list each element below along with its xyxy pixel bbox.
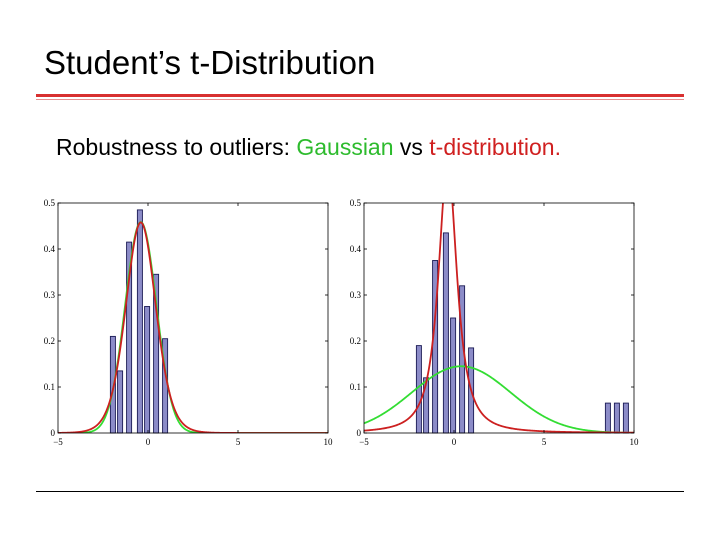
y-tick-label: 0.1 bbox=[350, 382, 361, 392]
x-tick-label: 5 bbox=[542, 437, 547, 447]
x-tick-label: 5 bbox=[236, 437, 241, 447]
y-tick-label: 0.5 bbox=[44, 198, 56, 208]
y-tick-label: 0.2 bbox=[350, 336, 361, 346]
histogram-bar bbox=[415, 345, 422, 434]
subtitle-middle: vs bbox=[393, 134, 430, 160]
gaussian-curve bbox=[364, 365, 634, 433]
title-rule-thin bbox=[36, 99, 684, 100]
y-tick-label: 0.5 bbox=[350, 198, 362, 208]
histogram-bar bbox=[450, 317, 457, 434]
slide-subtitle: Robustness to outliers: Gaussian vs t-di… bbox=[56, 134, 561, 161]
plot-frame bbox=[57, 202, 329, 434]
y-tick-label: 0.3 bbox=[44, 290, 56, 300]
y-tick-label: 0 bbox=[357, 428, 362, 438]
title-rule bbox=[36, 94, 684, 97]
histogram-bar bbox=[622, 402, 629, 434]
x-tick-label: 0 bbox=[452, 437, 457, 447]
y-tick-label: 0.4 bbox=[44, 244, 56, 254]
subtitle-prefix: Robustness to outliers: bbox=[56, 134, 297, 160]
x-tick-label: 0 bbox=[146, 437, 151, 447]
histogram-bar bbox=[136, 209, 143, 434]
plot-frame bbox=[363, 202, 635, 434]
histogram-bar bbox=[613, 402, 620, 434]
y-tick-label: 0.2 bbox=[44, 336, 55, 346]
bottom-rule bbox=[36, 491, 684, 492]
t-distribution-curve bbox=[364, 203, 634, 433]
t-distribution-curve bbox=[58, 221, 328, 433]
histogram-bar bbox=[117, 370, 124, 434]
x-tick-label: 10 bbox=[630, 437, 640, 447]
gaussian-curve bbox=[58, 221, 328, 433]
y-tick-label: 0.4 bbox=[350, 244, 362, 254]
y-tick-label: 0.1 bbox=[44, 382, 55, 392]
histogram-bar bbox=[144, 306, 151, 434]
slide-title: Student’s t-Distribution bbox=[44, 44, 376, 81]
histogram-bars bbox=[109, 209, 169, 434]
y-tick-label: 0 bbox=[51, 428, 56, 438]
x-tick-label: 10 bbox=[324, 437, 334, 447]
subtitle-gaussian: Gaussian bbox=[296, 134, 394, 160]
histogram-bar bbox=[442, 232, 449, 434]
y-tick-label: 0.3 bbox=[350, 290, 362, 300]
x-tick-label: −5 bbox=[53, 437, 63, 447]
histogram-bar bbox=[604, 402, 611, 434]
x-tick-label: −5 bbox=[359, 437, 369, 447]
subtitle-tdist: t-distribution. bbox=[429, 134, 561, 160]
